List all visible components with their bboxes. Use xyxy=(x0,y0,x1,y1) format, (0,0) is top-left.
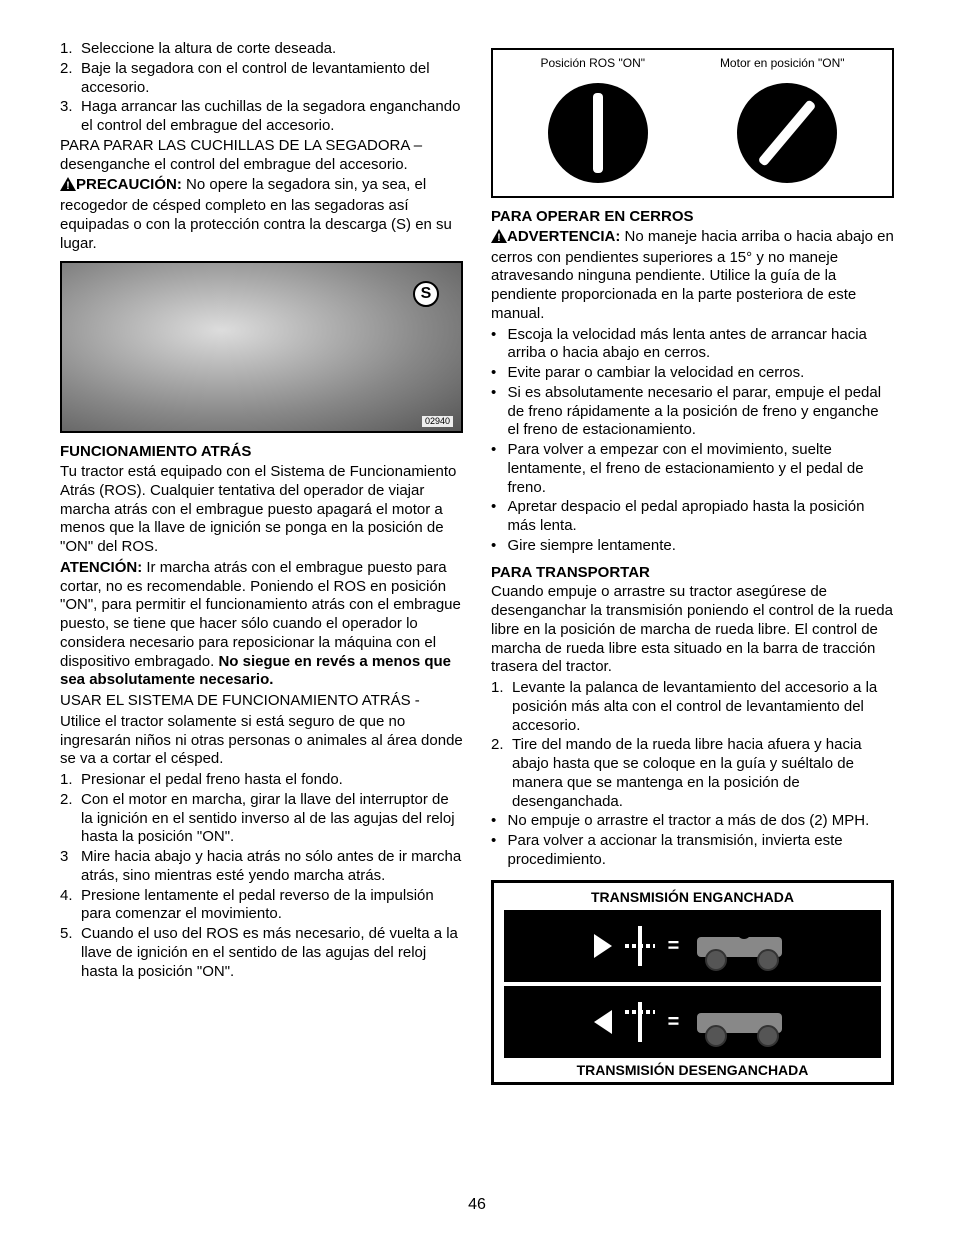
arrow-right-icon xyxy=(594,934,612,958)
ros-step-5: Cuando el uso del ROS es más necesario, … xyxy=(81,925,463,981)
usar-ros-text: USAR EL SISTEMA DE FUNCIONAMIENTO ATRÁS … xyxy=(60,692,463,711)
cerros-b4: Para volver a empezar con el movimiento,… xyxy=(508,441,895,497)
cerros-b1: Escoja la velocidad más lenta antes de a… xyxy=(508,326,895,364)
trans-engaged-graphic: = xyxy=(504,910,881,982)
atencion-block: ATENCIÓN: Ir marcha atrás con el embragu… xyxy=(60,559,463,690)
equals-icon: = xyxy=(668,1010,680,1035)
transmission-figure: TRANSMISIÓN ENGANCHADA = = TRANSMISIÓN D… xyxy=(491,880,894,1085)
lever-down-icon xyxy=(620,921,660,971)
advertencia-label: ADVERTENCIA: xyxy=(507,228,620,245)
trans-step-2: Tire del mando de la rueda libre hacia a… xyxy=(512,736,894,811)
figure-code: 02940 xyxy=(422,416,453,427)
transportar-bullets: •No empuje o arrastre el tractor a más d… xyxy=(491,812,894,869)
dial-ros-on-icon xyxy=(548,83,648,183)
para-parar-text: PARA PARAR LAS CUCHILLAS DE LA SEGADORA … xyxy=(60,137,463,175)
trans-step-1: Levante la palanca de levantamiento del … xyxy=(512,679,894,735)
ros-step-3: Mire hacia abajo y hacia atrás no sólo a… xyxy=(81,848,463,886)
s-callout: S xyxy=(413,281,439,307)
utilice-text: Utilice el tractor solamente si está seg… xyxy=(60,713,463,769)
ros-steps: 1.Presionar el pedal freno hasta el fond… xyxy=(60,771,463,981)
ros-step-4: Presione lentamente el pedal reverso de … xyxy=(81,887,463,925)
tractor-pushing-icon xyxy=(687,997,797,1047)
atencion-label: ATENCIÓN: xyxy=(60,559,142,576)
trans-b2: Para volver a accionar la transmisión, i… xyxy=(508,832,895,870)
cerros-bullets: •Escoja la velocidad más lenta antes de … xyxy=(491,326,894,556)
tractor-seated-icon xyxy=(687,921,797,971)
advertencia-block: ! ADVERTENCIA: No maneje hacia arriba o … xyxy=(491,228,894,324)
cerros-b5: Apretar despacio el pedal apropiado hast… xyxy=(508,498,895,536)
ros-key-figure: Posición ROS "ON" Motor en posición "ON" xyxy=(491,48,894,198)
ros-step-2: Con el motor en marcha, girar la llave d… xyxy=(81,791,463,847)
cerros-b2: Evite parar o cambiar la velocidad en ce… xyxy=(508,364,895,383)
cerros-b3: Si es absolutamente necesario el parar, … xyxy=(508,384,895,440)
warning-triangle-icon: ! xyxy=(491,229,507,249)
right-column: Posición ROS "ON" Motor en posición "ON"… xyxy=(491,40,894,1085)
ros-dials-row xyxy=(503,75,882,190)
trans-engaged-title: TRANSMISIÓN ENGANCHADA xyxy=(504,889,881,907)
arrow-left-icon xyxy=(594,1010,612,1034)
func-atras-paragraph: Tu tractor está equipado con el Sistema … xyxy=(60,463,463,557)
transportar-paragraph: Cuando empuje o arrastre su tractor aseg… xyxy=(491,583,894,677)
funcionamiento-atras-heading: FUNCIONAMIENTO ATRÁS xyxy=(60,443,463,462)
transportar-heading: PARA TRANSPORTAR xyxy=(491,564,894,583)
step-2: Baje la segadora con el control de levan… xyxy=(81,60,463,98)
cerros-b6: Gire siempre lentamente. xyxy=(508,537,895,556)
step-3: Haga arrancar las cuchillas de la segado… xyxy=(81,98,463,136)
cerros-heading: PARA OPERAR EN CERROS xyxy=(491,208,894,227)
trans-disengaged-title: TRANSMISIÓN DESENGANCHADA xyxy=(504,1062,881,1080)
trans-b1: No empuje o arrastre el tractor a más de… xyxy=(508,812,895,831)
ros-label-right: Motor en posición "ON" xyxy=(720,56,845,71)
dial-motor-on-icon xyxy=(737,83,837,183)
mower-deck-figure: S 02940 xyxy=(60,261,463,433)
warning-triangle-icon: ! xyxy=(60,177,76,197)
precaucion-label: PRECAUCIÓN: xyxy=(76,176,182,193)
equals-icon: = xyxy=(668,934,680,959)
step-1: Seleccione la altura de corte deseada. xyxy=(81,40,463,59)
two-column-layout: 1.Seleccione la altura de corte deseada.… xyxy=(60,40,894,1085)
svg-text:!: ! xyxy=(66,180,70,191)
lever-up-icon xyxy=(620,997,660,1047)
ros-labels-row: Posición ROS "ON" Motor en posición "ON" xyxy=(503,56,882,71)
transportar-steps: 1.Levante la palanca de levantamiento de… xyxy=(491,679,894,811)
steps-select-height: 1.Seleccione la altura de corte deseada.… xyxy=(60,40,463,136)
precaucion-block: ! PRECAUCIÓN: No opere la segadora sin, … xyxy=(60,176,463,253)
ros-step-1: Presionar el pedal freno hasta el fondo. xyxy=(81,771,463,790)
ros-label-left: Posición ROS "ON" xyxy=(540,56,645,71)
page-number: 46 xyxy=(0,1195,954,1215)
trans-disengaged-graphic: = xyxy=(504,986,881,1058)
svg-text:!: ! xyxy=(497,232,501,243)
left-column: 1.Seleccione la altura de corte deseada.… xyxy=(60,40,463,1085)
